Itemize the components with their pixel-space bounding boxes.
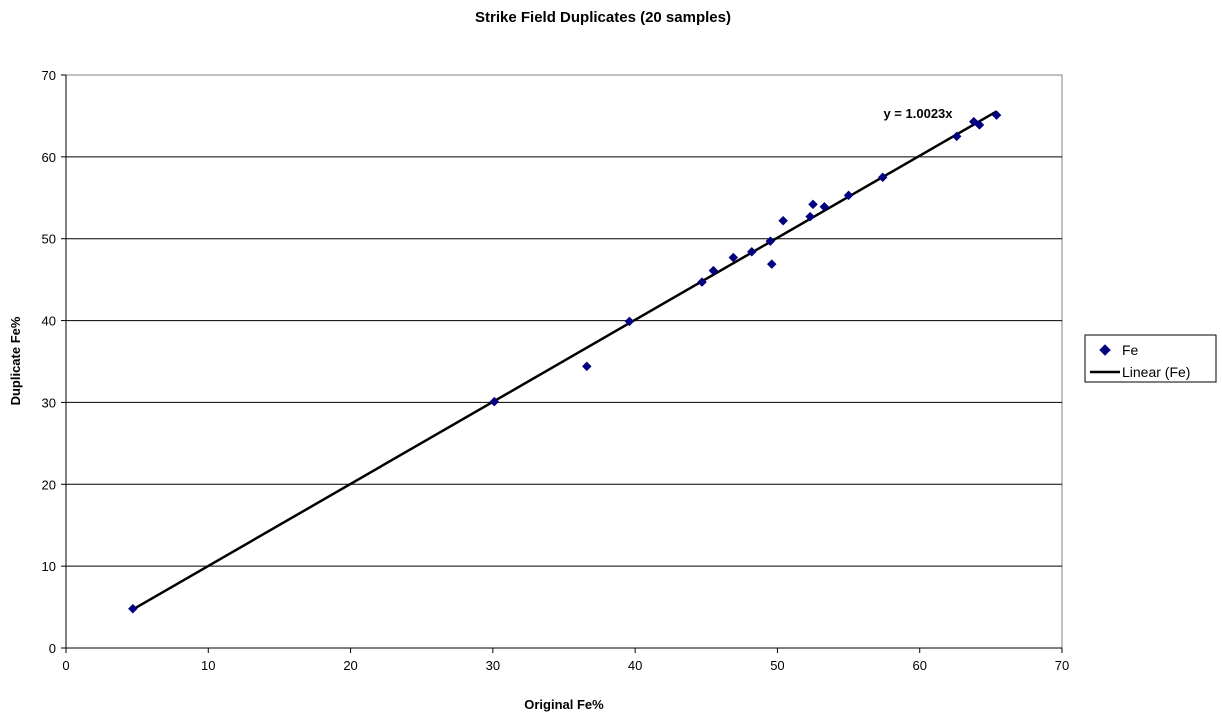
x-axis-ticks: 0 10 20 30 40 50 60 70 xyxy=(62,648,1069,673)
data-point-4 xyxy=(624,316,635,327)
y-tick-label-20: 20 xyxy=(42,477,56,492)
data-point-14 xyxy=(819,201,830,212)
data-point-20 xyxy=(991,110,1002,120)
data-point-11 xyxy=(778,215,788,226)
x-axis-title: Original Fe% xyxy=(524,697,604,712)
y-tick-label-40: 40 xyxy=(42,314,56,329)
data-point-10 xyxy=(766,259,777,269)
data-point-6 xyxy=(708,265,719,276)
data-point-9 xyxy=(765,236,776,247)
data-point-16 xyxy=(877,172,888,183)
legend-diamond-icon xyxy=(1099,344,1111,356)
legend-label-linear: Linear (Fe) xyxy=(1122,364,1190,380)
linear-trendline xyxy=(132,110,998,611)
legend: Fe Linear (Fe) xyxy=(1084,334,1217,383)
y-tick-label-10: 10 xyxy=(42,559,56,574)
y-tick-label-70: 70 xyxy=(42,68,56,83)
chart-title: Strike Field Duplicates (20 samples) xyxy=(475,9,731,26)
legend-label-fe: Fe xyxy=(1122,342,1139,358)
x-tick-label-30: 30 xyxy=(486,658,500,673)
y-tick-label-60: 60 xyxy=(42,150,56,165)
x-tick-label-0: 0 xyxy=(62,658,69,673)
data-point-12 xyxy=(805,211,816,222)
x-tick-label-70: 70 xyxy=(1055,658,1069,673)
trendline-equation: y = 1.0023x xyxy=(883,106,953,121)
gridlines xyxy=(66,156,1062,567)
data-point-1 xyxy=(128,603,138,614)
y-tick-label-50: 50 xyxy=(42,232,56,247)
x-tick-label-20: 20 xyxy=(343,658,357,673)
x-tick-label-40: 40 xyxy=(628,658,642,673)
y-tick-label-30: 30 xyxy=(42,395,56,410)
x-tick-label-10: 10 xyxy=(201,658,215,673)
data-point-13 xyxy=(808,199,818,210)
data-point-8 xyxy=(746,246,757,257)
x-tick-label-60: 60 xyxy=(912,658,926,673)
x-tick-label-50: 50 xyxy=(770,658,784,673)
data-point-15 xyxy=(843,190,854,201)
y-tick-label-0: 0 xyxy=(49,641,56,656)
legend-box xyxy=(1084,334,1217,383)
data-point-19 xyxy=(974,120,985,130)
data-point-5 xyxy=(697,277,707,287)
data-point-17 xyxy=(951,131,962,142)
data-point-3 xyxy=(581,361,592,372)
data-point-2 xyxy=(489,396,500,407)
y-axis-title: Duplicate Fe% xyxy=(8,316,23,405)
data-points xyxy=(128,110,1002,614)
data-point-7 xyxy=(728,252,739,263)
y-axis-ticks: 0 10 20 30 40 50 60 70 xyxy=(42,68,66,656)
